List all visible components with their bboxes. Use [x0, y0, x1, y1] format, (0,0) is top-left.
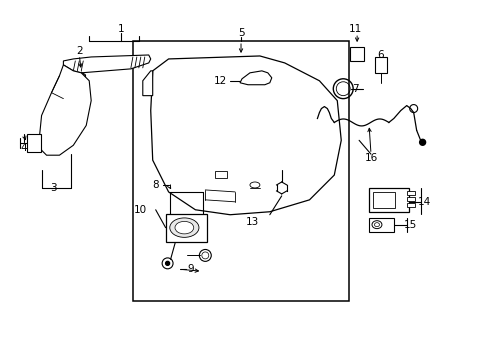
Circle shape — [257, 82, 262, 87]
Ellipse shape — [249, 182, 259, 188]
Text: 3: 3 — [50, 183, 57, 193]
Bar — [406, 197, 414, 201]
Text: 2: 2 — [76, 46, 82, 56]
Text: 6: 6 — [377, 50, 384, 60]
Text: 16: 16 — [364, 153, 377, 163]
Polygon shape — [150, 56, 341, 215]
Polygon shape — [63, 55, 150, 73]
Bar — [133, 41, 348, 301]
Bar — [27, 134, 41, 152]
Ellipse shape — [169, 218, 199, 237]
Bar — [215, 171, 226, 178]
Bar — [372, 192, 394, 208]
Polygon shape — [142, 71, 152, 96]
Bar — [374, 57, 386, 73]
Text: 11: 11 — [348, 24, 361, 34]
Polygon shape — [40, 65, 91, 155]
Ellipse shape — [371, 221, 381, 229]
Circle shape — [419, 139, 425, 145]
Circle shape — [247, 82, 252, 87]
Text: 4: 4 — [20, 143, 27, 153]
Text: 1: 1 — [118, 24, 124, 34]
Bar — [368, 188, 408, 212]
Text: 12: 12 — [213, 76, 226, 86]
Text: 10: 10 — [134, 205, 147, 215]
Ellipse shape — [175, 221, 193, 234]
Text: 13: 13 — [245, 217, 258, 227]
Polygon shape — [240, 71, 271, 85]
Text: 7: 7 — [351, 84, 358, 94]
Text: 9: 9 — [187, 264, 193, 274]
Bar — [406, 191, 414, 195]
Text: 15: 15 — [403, 220, 416, 230]
Bar — [406, 203, 414, 207]
Bar — [349, 47, 364, 61]
Ellipse shape — [374, 223, 379, 227]
Circle shape — [165, 261, 169, 265]
Bar — [368, 218, 393, 231]
Text: 8: 8 — [152, 180, 159, 190]
Text: 5: 5 — [237, 28, 244, 38]
Bar — [165, 214, 207, 242]
Text: 14: 14 — [417, 197, 430, 207]
